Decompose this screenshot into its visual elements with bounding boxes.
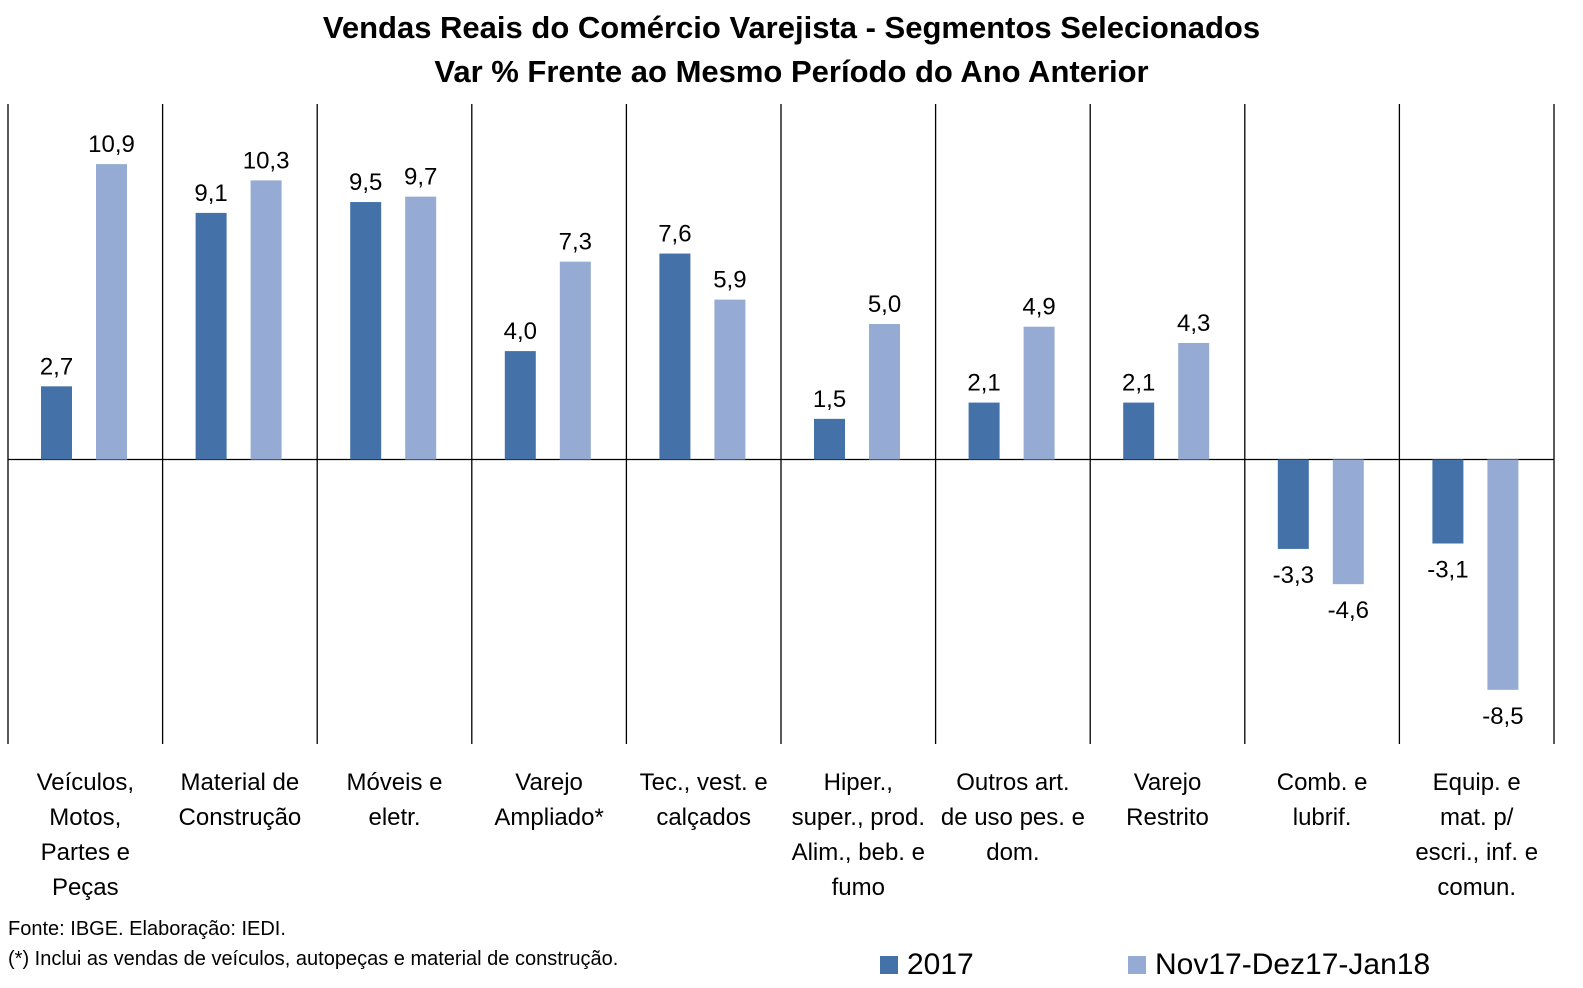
data-label: 2,1 — [967, 370, 1000, 397]
bar-nov-dez-jan — [1487, 459, 1519, 690]
legend-label-nov-dez-jan: Nov17-Dez17-Jan18 — [1155, 948, 1431, 981]
data-label: 9,5 — [349, 169, 382, 196]
bar-2017 — [350, 202, 382, 460]
bar-nov-dez-jan — [714, 299, 746, 460]
source-footnote: Fonte: IBGE. Elaboração: IEDI. — [8, 918, 286, 940]
data-label: 4,0 — [504, 318, 537, 345]
bar-2017 — [659, 253, 691, 460]
bar-nov-dez-jan — [559, 261, 591, 460]
legend-item-2017: 2017 — [880, 948, 974, 981]
bar-2017 — [41, 386, 72, 460]
bar-nov-dez-jan — [869, 324, 900, 460]
data-label: 2,1 — [1122, 370, 1155, 397]
data-label: 1,5 — [813, 386, 846, 413]
bar-2017 — [968, 402, 1000, 460]
category-label: Varejo Restrito — [1126, 769, 1209, 831]
data-label: 5,0 — [868, 291, 901, 318]
bar-nov-dez-jan — [96, 164, 127, 460]
bar-2017 — [1123, 402, 1155, 460]
data-label: 9,7 — [404, 164, 437, 191]
data-label: -3,1 — [1427, 557, 1468, 584]
bar-nov-dez-jan — [1023, 326, 1055, 460]
category-label: Veículos, Motos, Partes e Peças — [37, 769, 134, 901]
data-label: 10,3 — [243, 147, 290, 174]
data-label: -3,3 — [1273, 562, 1314, 589]
legend-swatch-2017 — [880, 956, 898, 974]
category-label: Equip. e mat. p/escri., inf. e comun. — [1415, 769, 1538, 901]
category-label: Móveis e eletr. — [346, 769, 442, 831]
chart-subtitle: Var % Frente ao Mesmo Período do Ano Ant… — [434, 54, 1149, 89]
bar-2017 — [814, 418, 845, 460]
data-label: -8,5 — [1482, 703, 1523, 730]
bar-nov-dez-jan — [1332, 459, 1364, 585]
category-label: Hiper., super., prod. Alim., beb. e fumo — [792, 769, 925, 901]
bar-2017 — [1432, 459, 1464, 544]
data-label: 4,3 — [1177, 310, 1210, 337]
legend-swatch-nov-dez-jan — [1128, 956, 1146, 974]
category-label: Varejo Ampliado* — [494, 769, 603, 831]
data-label: -4,6 — [1328, 597, 1369, 624]
data-label: 10,9 — [88, 131, 135, 158]
data-label: 5,9 — [713, 267, 746, 294]
data-label: 7,6 — [658, 221, 691, 248]
chart-title: Vendas Reais do Comércio Varejista - Seg… — [322, 10, 1261, 45]
bar-nov-dez-jan — [405, 196, 437, 460]
bar-nov-dez-jan — [250, 180, 282, 460]
bar-2017 — [1277, 459, 1309, 549]
data-label: 4,9 — [1022, 294, 1055, 321]
bar-nov-dez-jan — [1178, 342, 1210, 460]
legend-label-2017: 2017 — [907, 948, 974, 981]
data-label: 7,3 — [559, 229, 592, 256]
legend-item-nov-dez-jan: Nov17-Dez17-Jan18 — [1128, 948, 1431, 981]
data-label: 2,7 — [40, 353, 73, 380]
note-footnote: (*) Inclui as vendas de veículos, autope… — [8, 948, 619, 970]
category-label: Comb. e lubrif. — [1277, 769, 1368, 831]
category-label: Outros art. de uso pes. e dom. — [941, 769, 1085, 866]
data-label: 9,1 — [194, 180, 227, 207]
category-label: Tec., vest. e calçados — [640, 769, 768, 831]
category-label: Material de Construção — [179, 769, 302, 831]
bar-2017 — [504, 351, 536, 460]
bar-2017 — [195, 212, 227, 460]
